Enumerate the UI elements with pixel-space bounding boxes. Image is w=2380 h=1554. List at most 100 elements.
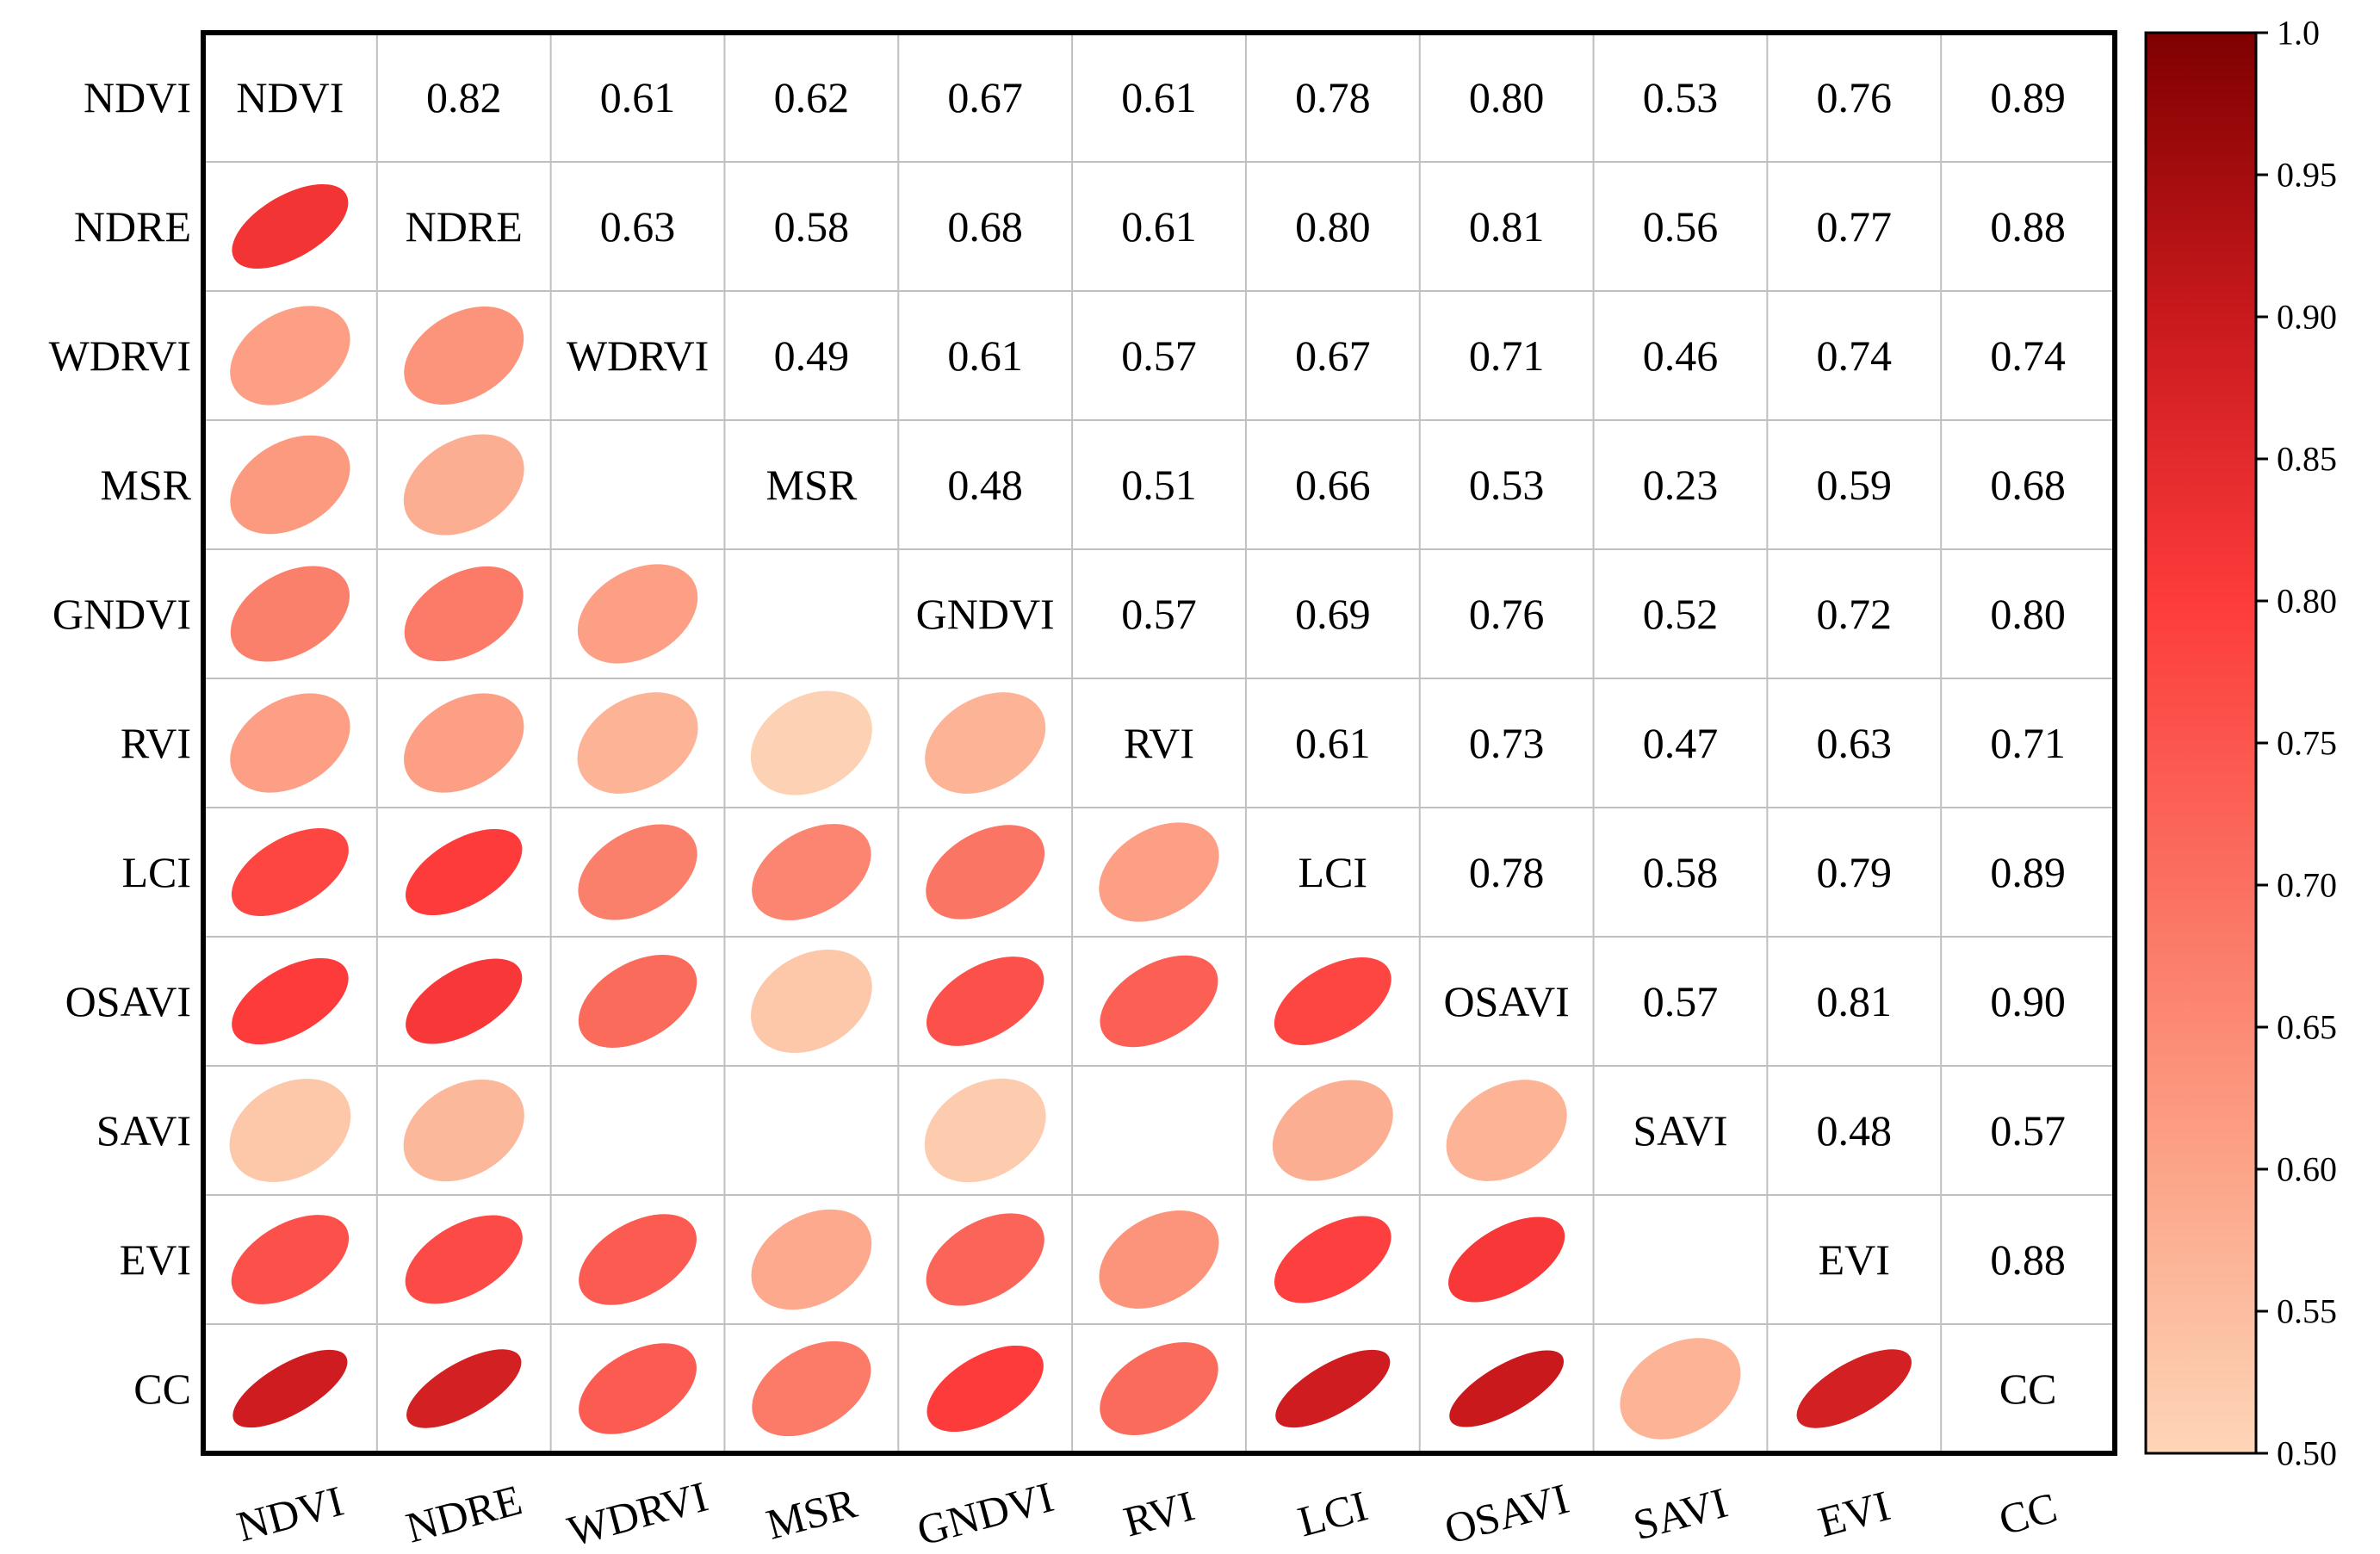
correlation-ellipse [230,435,350,535]
plot-frame [201,30,2117,1456]
row-label: NDRE [74,202,191,251]
correlation-value: 0.61 [1121,202,1197,251]
correlation-ellipse [578,954,697,1049]
correlation-value: 0.58 [774,202,850,251]
correlation-value: 0.62 [774,73,850,121]
correlation-value: 0.79 [1817,848,1893,896]
row-label: NDVI [84,73,191,121]
correlation-ellipse [927,1345,1044,1433]
column-label: GNDVI [912,1472,1058,1554]
correlation-value: 0.53 [1469,461,1545,509]
colorbar-tick-label: 0.50 [2277,1434,2337,1473]
correlation-ellipse [751,950,872,1053]
correlation-value: 0.82 [426,73,502,121]
colorbar-tick-label: 0.60 [2277,1150,2337,1189]
row-label: MSR [100,461,191,509]
correlation-value: 0.59 [1817,461,1893,509]
correlation-value: 0.68 [947,202,1023,251]
correlation-value: 0.89 [1990,73,2066,121]
correlation-value: 0.88 [1990,202,2066,251]
correlation-ellipse [230,306,350,406]
row-label: WDRVI [49,331,191,380]
correlation-ellipse [406,828,523,916]
correlation-ellipse [230,693,350,793]
correlation-ellipse [404,693,524,793]
correlation-value: 0.81 [1469,202,1545,251]
correlation-ellipse [579,1214,697,1305]
correlation-ellipse [1448,1217,1565,1303]
colorbar-tick-label: 0.80 [2277,582,2337,621]
colorbar-tick-label: 0.65 [2277,1008,2337,1047]
colorbar-tick-label: 0.55 [2277,1292,2337,1331]
correlation-value: 0.57 [1121,331,1197,380]
correlation-value: 0.72 [1817,590,1893,638]
row-label: GNDVI [53,590,191,638]
diagonal-label: NDVI [236,73,344,121]
correlation-ellipse [406,958,523,1044]
correlation-value: 0.89 [1990,848,2066,896]
correlation-value: 0.71 [1469,331,1545,380]
correlation-ellipse [926,1213,1044,1306]
correlation-value: 0.67 [1295,331,1371,380]
colorbar-tick-label: 0.90 [2277,298,2337,337]
correlation-value: 0.90 [1990,977,2066,1025]
correlation-ellipse [752,824,871,920]
row-label: EVI [120,1235,191,1284]
correlation-value: 0.53 [1643,73,1719,121]
correlation-value: 0.66 [1295,461,1371,509]
correlation-ellipse [1100,955,1218,1048]
correlation-ellipse [230,566,350,662]
row-label: OSAVI [65,977,191,1025]
correlation-ellipse [577,692,698,794]
correlation-ellipse [232,1349,348,1428]
cells-layer: NDVI 0.82 0.61 0.62 0.67 0.61 0.78 0.80 0.53 0.76… [229,73,2066,1439]
correlation-ellipse [1100,1341,1218,1436]
correlation-ellipse [752,1340,871,1437]
colorbar-gradient [2144,31,2258,1455]
diagonal-label: LCI [1298,848,1368,896]
correlation-ellipse [1446,1080,1567,1181]
diagonal-label: NDRE [406,202,523,251]
row-label: RVI [121,719,191,767]
correlation-value: 0.80 [1295,202,1371,251]
correlation-value: 0.69 [1295,590,1371,638]
diagonal-label: SAVI [1633,1106,1727,1155]
correlation-value: 0.48 [947,461,1023,509]
correlation-ellipse [403,1079,524,1182]
correlation-ellipse [405,1215,523,1304]
correlation-value: 0.61 [600,73,676,121]
row-label: LCI [121,848,191,896]
correlation-value: 0.88 [1990,1235,2066,1284]
correlation-ellipse [404,306,524,405]
diagonal-label: EVI [1819,1235,1890,1284]
correlation-ellipse [924,1078,1046,1183]
column-label: OSAVI [1440,1474,1574,1553]
diagonal-label: WDRVI [567,331,709,380]
colorbar-tick-label: 0.95 [2277,156,2337,195]
correlation-ellipse [232,957,349,1045]
correlation-value: 0.48 [1817,1106,1893,1155]
correlation-ellipse [925,692,1046,794]
correlation-value: 0.47 [1643,719,1719,767]
correlation-ellipse [1449,1350,1565,1427]
correlation-ellipse [231,1215,350,1304]
correlation-value: 0.80 [1469,73,1545,121]
correlation-value: 0.57 [1643,977,1719,1025]
correlation-ellipse [406,1349,522,1428]
correlation-value: 0.52 [1643,590,1719,638]
correlation-value: 0.68 [1990,461,2066,509]
correlation-ellipse [1272,1080,1393,1181]
correlation-value: 0.81 [1817,977,1893,1025]
column-label: EVI [1813,1481,1895,1546]
correlation-value: 0.63 [600,202,676,251]
correlation-value: 0.58 [1643,848,1719,896]
correlation-ellipse [1796,1349,1912,1428]
correlation-value: 0.56 [1643,202,1719,251]
correlation-ellipse [751,1209,872,1310]
colorbar-tick-label: 1.0 [2277,14,2320,53]
correlation-ellipse [926,825,1045,919]
axis-labels: NDVI NDRE WDRVI MSR GNDVI RVI LCI OSAVI SAVI EVI C… [49,73,2062,1554]
column-label: NDRE [401,1475,527,1551]
correlation-ellipse [232,183,349,269]
